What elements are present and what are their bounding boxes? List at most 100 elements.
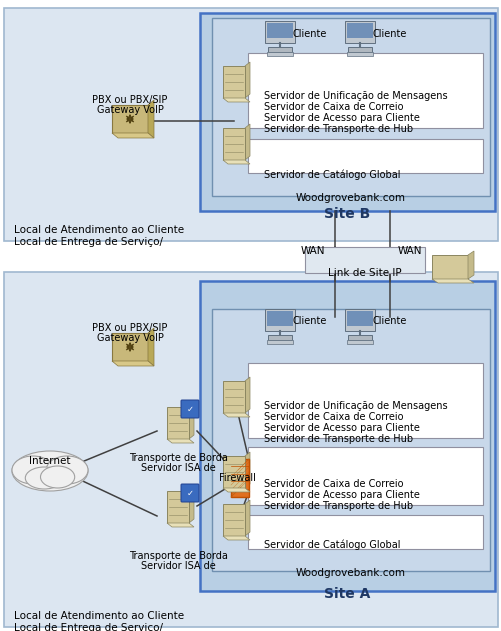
Polygon shape (431, 279, 473, 283)
Polygon shape (222, 413, 249, 417)
FancyBboxPatch shape (268, 335, 292, 340)
FancyBboxPatch shape (112, 333, 148, 361)
Polygon shape (112, 133, 154, 138)
FancyBboxPatch shape (222, 128, 244, 160)
FancyBboxPatch shape (431, 255, 467, 279)
Ellipse shape (12, 451, 88, 491)
Ellipse shape (41, 466, 75, 488)
FancyBboxPatch shape (230, 459, 248, 497)
Polygon shape (222, 536, 249, 540)
Polygon shape (244, 377, 249, 413)
Text: ✓: ✓ (186, 488, 193, 497)
Polygon shape (244, 500, 249, 536)
Text: Transporte de Borda: Transporte de Borda (128, 453, 227, 463)
Text: Servidor de Catálogo Global: Servidor de Catálogo Global (264, 540, 400, 550)
Text: Site B: Site B (323, 207, 369, 221)
FancyBboxPatch shape (346, 23, 372, 38)
FancyBboxPatch shape (222, 504, 244, 536)
Ellipse shape (25, 467, 63, 489)
Text: Servidor de Caixa de Correio: Servidor de Caixa de Correio (264, 479, 403, 489)
Polygon shape (188, 403, 193, 439)
Polygon shape (222, 160, 249, 164)
Text: Servidor de Unificação de Mensagens: Servidor de Unificação de Mensagens (264, 91, 447, 101)
FancyBboxPatch shape (305, 247, 424, 273)
Text: Servidor de Unificação de Mensagens: Servidor de Unificação de Mensagens (264, 401, 447, 411)
FancyBboxPatch shape (222, 456, 244, 488)
FancyBboxPatch shape (268, 47, 292, 52)
FancyBboxPatch shape (347, 335, 371, 340)
Polygon shape (148, 328, 154, 366)
Text: Servidor de Acesso para Cliente: Servidor de Acesso para Cliente (264, 490, 419, 500)
FancyBboxPatch shape (4, 272, 497, 627)
Polygon shape (244, 452, 249, 488)
Text: Gateway VoIP: Gateway VoIP (96, 105, 163, 115)
FancyBboxPatch shape (247, 515, 482, 549)
Text: WAN: WAN (300, 246, 324, 256)
Text: Servidor de Caixa de Correio: Servidor de Caixa de Correio (264, 102, 403, 112)
Text: Servidor de Transporte de Hub: Servidor de Transporte de Hub (264, 124, 412, 134)
FancyBboxPatch shape (346, 52, 372, 56)
Text: Internet: Internet (29, 456, 71, 466)
Text: ✓: ✓ (186, 404, 193, 413)
FancyBboxPatch shape (346, 340, 372, 344)
Polygon shape (148, 100, 154, 138)
Text: Servidor de Acesso para Cliente: Servidor de Acesso para Cliente (264, 113, 419, 123)
FancyBboxPatch shape (4, 8, 497, 241)
FancyBboxPatch shape (265, 309, 295, 331)
FancyBboxPatch shape (167, 491, 188, 523)
Text: Cliente: Cliente (372, 316, 407, 326)
Polygon shape (167, 439, 193, 443)
Text: PBX ou PBX/SIP: PBX ou PBX/SIP (92, 95, 167, 105)
Text: Firewall: Firewall (218, 473, 255, 483)
FancyBboxPatch shape (247, 447, 482, 505)
Polygon shape (167, 523, 193, 527)
FancyBboxPatch shape (167, 407, 188, 439)
Text: Servidor de Catálogo Global: Servidor de Catálogo Global (264, 169, 400, 179)
Text: Woodgrovebank.com: Woodgrovebank.com (296, 568, 405, 578)
Text: Transporte de Borda: Transporte de Borda (128, 551, 227, 561)
Ellipse shape (46, 456, 88, 484)
Text: Servidor de Caixa de Correio: Servidor de Caixa de Correio (264, 412, 403, 422)
FancyBboxPatch shape (211, 18, 489, 196)
Text: Cliente: Cliente (293, 29, 327, 39)
Text: WAN: WAN (397, 246, 422, 256)
Ellipse shape (12, 456, 54, 484)
Text: Local de Atendimento ao Cliente: Local de Atendimento ao Cliente (14, 611, 184, 621)
FancyBboxPatch shape (247, 363, 482, 438)
Text: Local de Entrega de Serviço/: Local de Entrega de Serviço/ (14, 623, 163, 631)
FancyBboxPatch shape (344, 309, 374, 331)
FancyBboxPatch shape (211, 309, 489, 571)
Text: Link de Site IP: Link de Site IP (328, 268, 401, 278)
Polygon shape (244, 62, 249, 98)
Polygon shape (222, 488, 249, 492)
FancyBboxPatch shape (346, 311, 372, 326)
FancyBboxPatch shape (247, 139, 482, 173)
Text: Gateway VoIP: Gateway VoIP (96, 333, 163, 343)
FancyBboxPatch shape (265, 21, 295, 43)
Text: Servidor de Acesso para Cliente: Servidor de Acesso para Cliente (264, 423, 419, 433)
Text: Cliente: Cliente (372, 29, 407, 39)
Text: Woodgrovebank.com: Woodgrovebank.com (296, 193, 405, 203)
Polygon shape (222, 98, 249, 102)
FancyBboxPatch shape (267, 340, 293, 344)
Polygon shape (112, 361, 154, 366)
Polygon shape (188, 487, 193, 523)
FancyBboxPatch shape (347, 47, 371, 52)
Text: Site A: Site A (323, 587, 369, 601)
FancyBboxPatch shape (222, 381, 244, 413)
FancyBboxPatch shape (222, 66, 244, 98)
FancyBboxPatch shape (112, 105, 148, 133)
FancyBboxPatch shape (344, 21, 374, 43)
Text: Servidor ISA de: Servidor ISA de (140, 463, 215, 473)
Text: PBX ou PBX/SIP: PBX ou PBX/SIP (92, 323, 167, 333)
Text: Servidor de Transporte de Hub: Servidor de Transporte de Hub (264, 434, 412, 444)
Text: Local de Entrega de Serviço/: Local de Entrega de Serviço/ (14, 237, 163, 247)
Text: Servidor de Transporte de Hub: Servidor de Transporte de Hub (264, 501, 412, 511)
Text: Local de Atendimento ao Cliente: Local de Atendimento ao Cliente (14, 225, 184, 235)
FancyBboxPatch shape (199, 281, 494, 591)
FancyBboxPatch shape (181, 400, 198, 418)
Text: Servidor ISA de: Servidor ISA de (140, 561, 215, 571)
Text: Cliente: Cliente (293, 316, 327, 326)
FancyBboxPatch shape (267, 52, 293, 56)
FancyBboxPatch shape (181, 484, 198, 502)
